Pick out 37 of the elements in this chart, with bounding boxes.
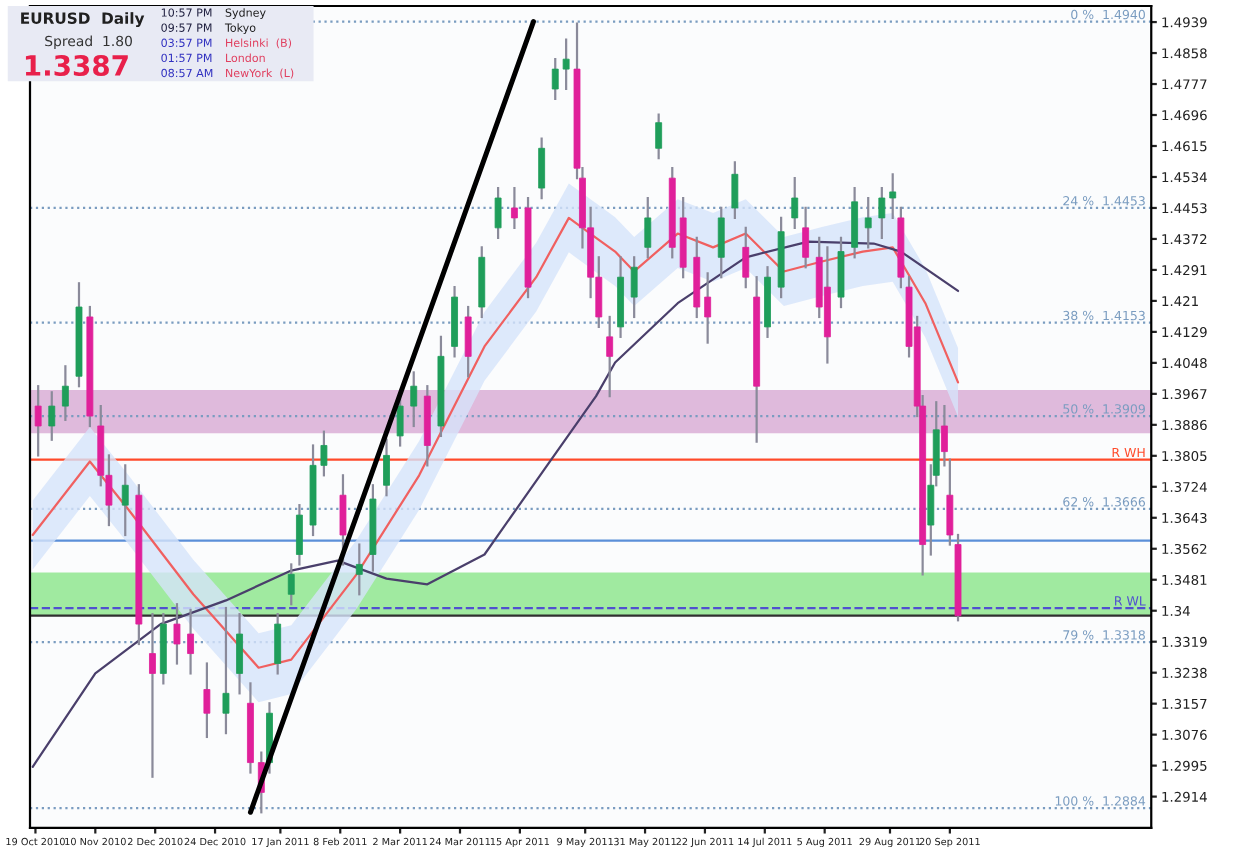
candlestick (606, 315, 614, 398)
candlestick (410, 371, 418, 428)
candlestick (731, 161, 739, 220)
candlestick (655, 113, 663, 160)
candlestick (704, 272, 712, 344)
candlestick (222, 606, 230, 735)
candlestick (121, 464, 129, 537)
candlestick (296, 504, 303, 566)
candlestick (864, 196, 872, 249)
candlestick (742, 226, 750, 289)
candlestick (889, 173, 897, 220)
candlestick (187, 608, 194, 675)
candlestick (717, 206, 725, 279)
candlestick (274, 613, 282, 675)
candlestick (236, 613, 243, 695)
candlestick (511, 186, 518, 229)
candlestick (538, 137, 546, 200)
candlestick (34, 385, 42, 457)
candlestick (203, 662, 211, 739)
candlestick (878, 186, 886, 239)
candlestick (837, 236, 845, 309)
candlestick (287, 563, 295, 606)
candlestick (630, 256, 638, 319)
candlestick (383, 438, 390, 497)
candlestick (802, 206, 810, 269)
annotation: 1.3387 (25, 54, 128, 76)
candlestick (851, 186, 859, 259)
candlestick (644, 196, 652, 259)
candlestick (48, 391, 56, 441)
candlestick (173, 603, 181, 665)
candlestick (339, 474, 347, 566)
candlestick (61, 365, 69, 421)
candlestick (149, 613, 156, 778)
candlestick (464, 305, 472, 378)
candlestick (791, 177, 799, 229)
candlestick (355, 543, 363, 596)
candlestick (494, 186, 502, 239)
